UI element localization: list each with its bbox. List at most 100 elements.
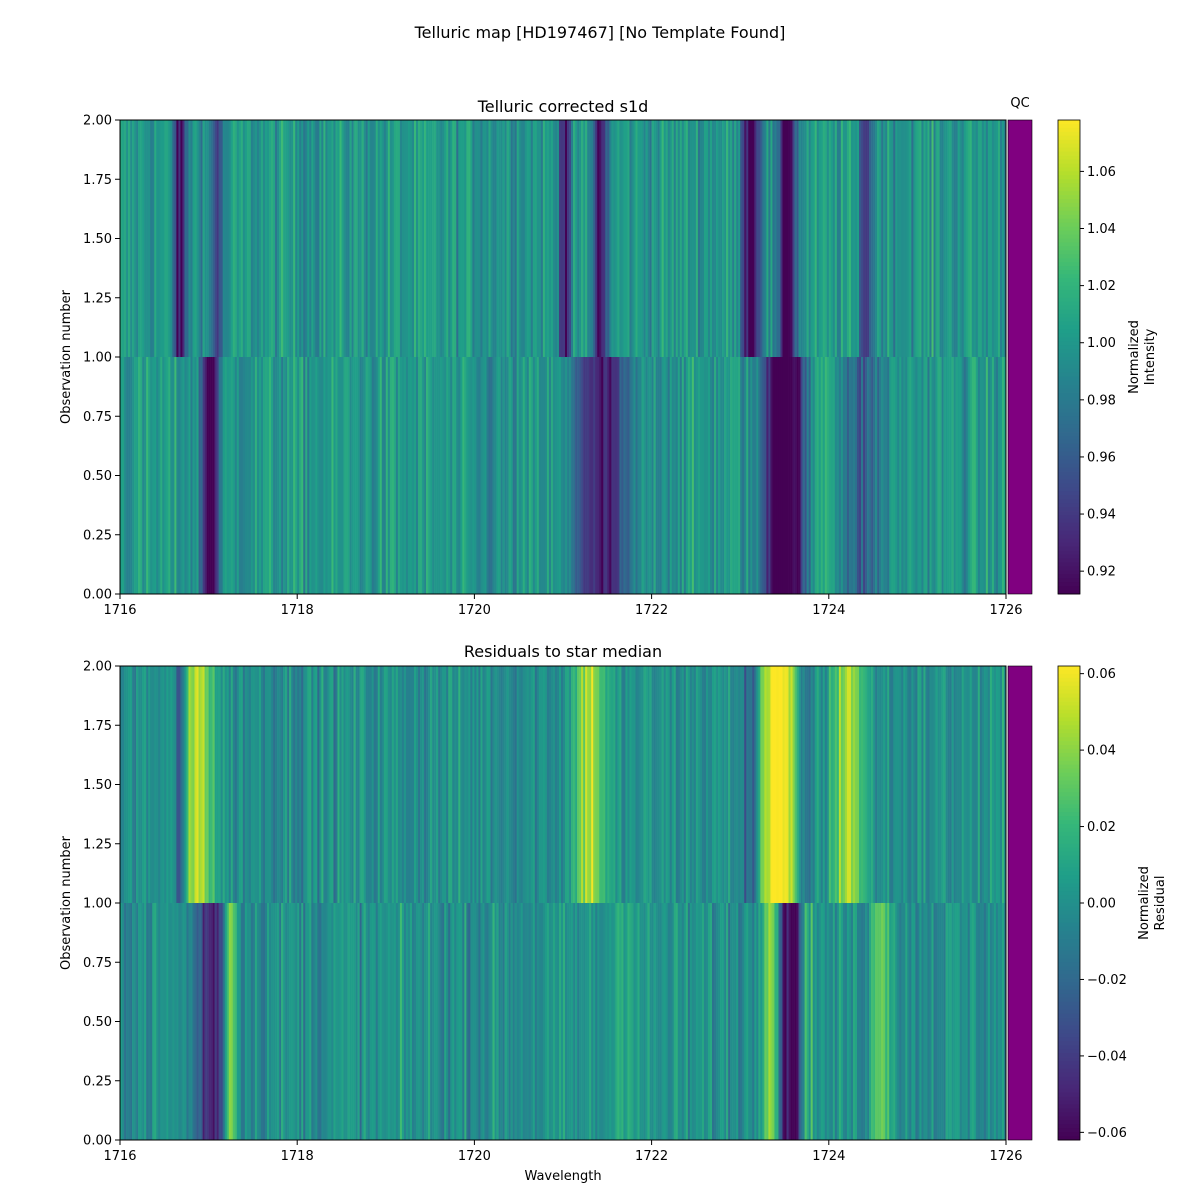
heatmap-cell — [575, 120, 578, 357]
heatmap-cell — [136, 357, 139, 594]
heatmap-cell — [613, 666, 616, 903]
heatmap-cell — [168, 120, 171, 357]
heatmap-cell — [951, 357, 954, 594]
heatmap-cell — [579, 357, 582, 594]
colorbar-segment — [1058, 222, 1080, 228]
heatmap-cell — [681, 357, 685, 594]
heatmap-cell — [279, 120, 282, 357]
heatmap-cell — [558, 120, 562, 357]
y-tick-label: 1.75 — [83, 719, 112, 734]
heatmap-cell — [371, 120, 375, 357]
heatmap-cell — [317, 357, 320, 594]
x-tick-label: 1722 — [635, 603, 668, 618]
heatmap-cell — [353, 120, 356, 357]
heatmap-cell — [428, 903, 431, 1140]
heatmap-cell — [162, 666, 165, 903]
heatmap-cell — [160, 666, 163, 903]
heatmap-cell — [238, 666, 242, 903]
heatmap-cell — [766, 357, 769, 594]
heatmap-cell — [587, 903, 590, 1140]
heatmap-cell — [738, 357, 741, 594]
heatmap-cell — [210, 120, 213, 357]
heatmap-cell — [844, 357, 848, 594]
heatmap-cell — [653, 120, 656, 357]
colorbar-segment — [1058, 586, 1080, 591]
heatmap-cell — [758, 120, 761, 357]
heatmap-cell — [375, 903, 379, 1140]
heatmap-cell — [454, 903, 457, 1140]
heatmap-cell — [941, 666, 944, 903]
heatmap-cell — [540, 357, 544, 594]
heatmap-cell — [792, 666, 795, 903]
heatmap-cell — [724, 666, 727, 903]
heatmap-cell — [573, 357, 576, 594]
heatmap-cell — [921, 666, 924, 903]
heatmap-cell — [657, 120, 660, 357]
colorbar-segment — [1058, 1021, 1080, 1026]
colorbar-segment — [1058, 432, 1080, 437]
heatmap-cell — [246, 120, 250, 357]
heatmap-cell — [269, 666, 272, 903]
heatmap-cell — [710, 357, 713, 594]
heatmap-cell — [122, 357, 125, 594]
heatmap-cell — [488, 903, 491, 1140]
heatmap-cell — [697, 357, 701, 594]
colorbar-segment — [1058, 1088, 1080, 1093]
heatmap-cell — [267, 120, 270, 357]
heatmap-cell — [224, 120, 228, 357]
colorbar-segment — [1058, 349, 1080, 354]
heatmap-cell — [945, 903, 948, 1140]
heatmap-cell — [772, 666, 775, 903]
heatmap-cell — [144, 666, 147, 903]
heatmap-cell — [323, 903, 326, 1140]
colorbar-segment — [1058, 1045, 1080, 1050]
heatmap-cell — [973, 666, 977, 903]
heatmap-cell — [967, 120, 971, 357]
heatmap-cell — [1001, 903, 1005, 1140]
colorbar-segment — [1058, 863, 1080, 868]
heatmap-cell — [456, 357, 459, 594]
heatmap-cell — [619, 357, 622, 594]
heatmap-cell — [313, 666, 316, 903]
heatmap-cell — [492, 357, 495, 594]
heatmap-cell — [993, 120, 997, 357]
heatmap-cell — [496, 357, 499, 594]
heatmap-cell — [361, 666, 364, 903]
heatmap-cell — [420, 357, 423, 594]
heatmap-cell — [732, 666, 735, 903]
heatmap-cell — [762, 666, 765, 903]
heatmap-cell — [699, 903, 703, 1140]
heatmap-cell — [854, 120, 858, 357]
heatmap-cell — [667, 903, 671, 1140]
heatmap-cell — [824, 357, 828, 594]
heatmap-cell — [397, 903, 401, 1140]
heatmap-cell — [494, 666, 497, 903]
heatmap-cell — [442, 666, 445, 903]
colorbar-segment — [1058, 447, 1080, 453]
colorbar-segment — [1058, 424, 1080, 429]
heatmap-cell — [353, 357, 356, 594]
heatmap-cell — [697, 903, 701, 1140]
heatmap-cell — [565, 666, 568, 903]
heatmap-cell — [931, 903, 934, 1140]
heatmap-cell — [937, 357, 940, 594]
heatmap-cell — [526, 120, 530, 357]
heatmap-cell — [206, 666, 209, 903]
y-tick-label: 1.00 — [83, 897, 112, 912]
heatmap-cell — [343, 903, 346, 1140]
heatmap-cell — [995, 120, 999, 357]
heatmap-cell — [571, 357, 574, 594]
heatmap-cell — [941, 120, 944, 357]
heatmap-cell — [645, 903, 648, 1140]
heatmap-cell — [438, 120, 441, 357]
heatmap-cell — [776, 357, 779, 594]
heatmap-cell — [569, 903, 572, 1140]
heatmap-cell — [653, 357, 656, 594]
heatmap-cell — [915, 903, 918, 1140]
heatmap-cell — [808, 120, 811, 357]
heatmap-cell — [875, 357, 878, 594]
heatmap-cell — [242, 120, 246, 357]
colorbar-segment — [1058, 511, 1080, 516]
heatmap-cell — [790, 666, 793, 903]
heatmap-cell — [834, 357, 838, 594]
